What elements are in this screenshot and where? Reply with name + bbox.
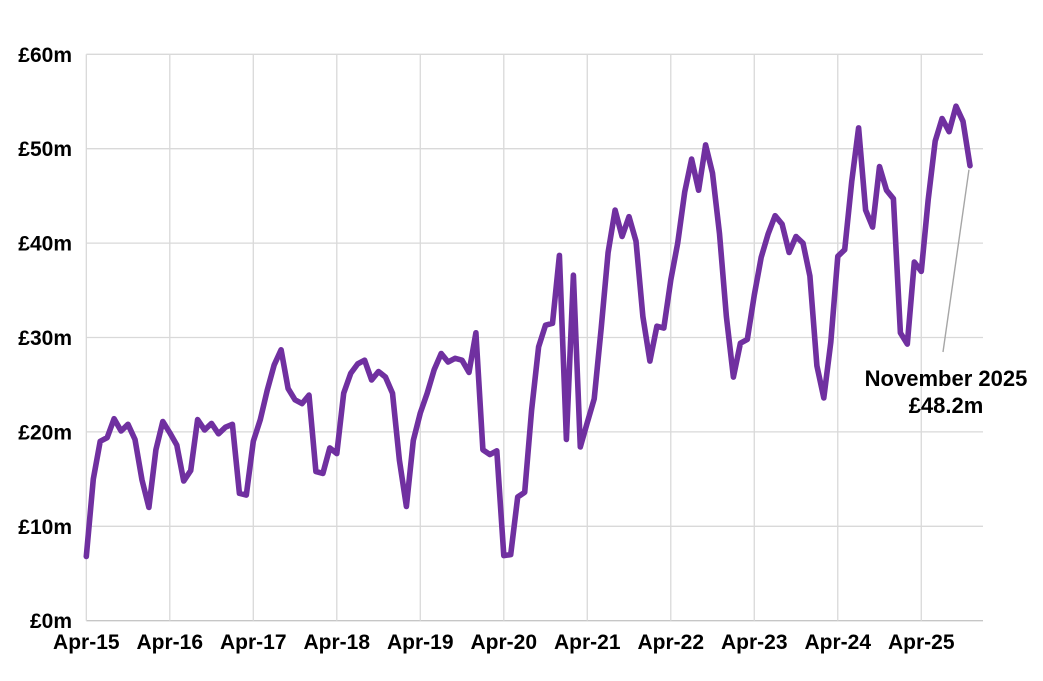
y-axis-tick-label: £10m: [18, 516, 72, 539]
y-axis-tick-label: £0m: [30, 610, 72, 633]
x-axis-tick-label: Apr-24: [804, 631, 871, 654]
x-axis-tick-label: Apr-15: [53, 631, 120, 654]
data-series: [83, 103, 973, 560]
x-axis-tick-label: Apr-18: [304, 631, 371, 654]
y-axis-labels: £0m £10m £20m £30m £40m £50m £60m: [18, 44, 72, 633]
x-axis-tick-label: Apr-22: [638, 631, 705, 654]
x-axis-labels: Apr-15 Apr-16 Apr-17 Apr-18 Apr-19 Apr-20 Apr-…: [53, 631, 955, 654]
annotation-leader-line: [942, 169, 970, 353]
x-axis-tick-label: Apr-21: [554, 631, 621, 654]
y-axis-tick-label: £40m: [18, 233, 72, 256]
x-axis-tick-label: Apr-17: [220, 631, 287, 654]
gridlines: [85, 53, 983, 622]
x-axis-tick-label: Apr-25: [888, 631, 955, 654]
leader-line: [942, 169, 970, 353]
y-axis-tick-label: £50m: [18, 138, 72, 161]
x-axis-tick-label: Apr-16: [137, 631, 204, 654]
annotation: November 2025£48.2m: [865, 366, 1028, 418]
y-axis-tick-label: £30m: [18, 327, 72, 350]
x-axis-tick-label: Apr-23: [721, 631, 788, 654]
annotation-value-label: £48.2m: [909, 393, 984, 418]
x-axis-tick-label: Apr-19: [387, 631, 454, 654]
y-axis-tick-label: £20m: [18, 421, 72, 444]
x-axis-tick-label: Apr-20: [471, 631, 538, 654]
y-axis-tick-label: £60m: [18, 44, 72, 67]
series-line: [83, 103, 973, 560]
annotation-month-label: November 2025: [865, 366, 1028, 391]
